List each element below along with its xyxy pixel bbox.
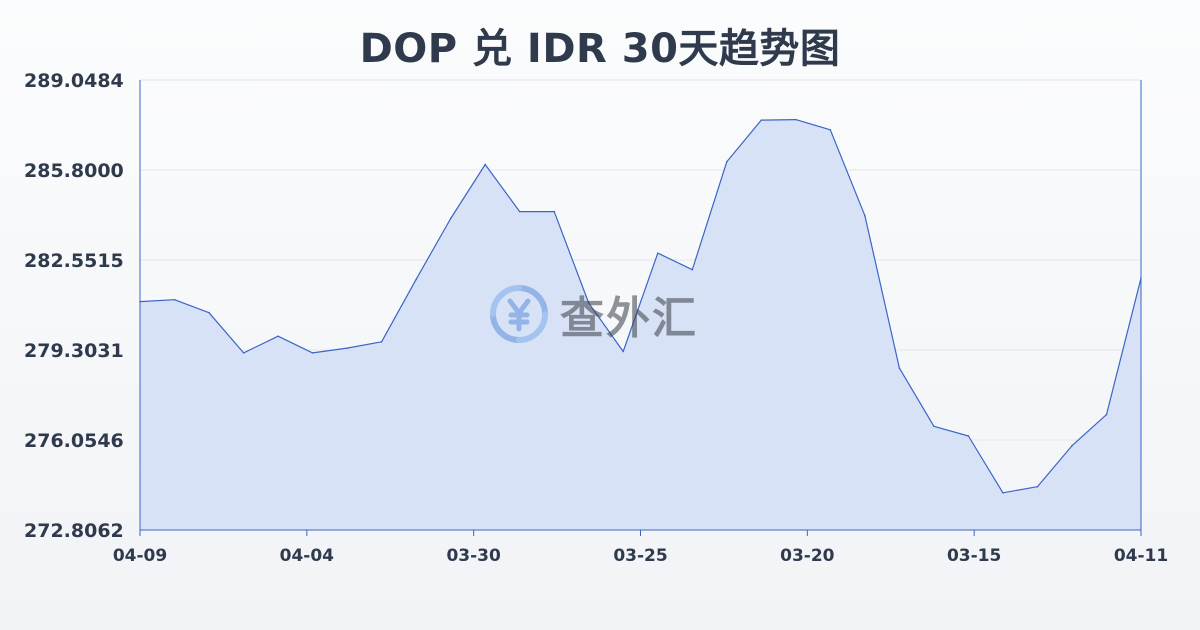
data-point: [277, 335, 279, 338]
data-point: [346, 347, 348, 349]
x-tick-label: 04-04: [280, 546, 335, 566]
x-tick-label: 03-20: [780, 546, 835, 566]
y-tick-label: 272.8062: [24, 520, 124, 542]
y-tick-label: 276.0546: [24, 430, 124, 452]
data-point: [829, 129, 832, 131]
area-fill: [140, 119, 1141, 530]
data-point: [1105, 413, 1108, 416]
data-point: [1071, 444, 1073, 447]
data-point: [518, 210, 521, 213]
data-point: [242, 352, 245, 354]
data-point: [1002, 491, 1004, 494]
data-point: [173, 298, 176, 301]
x-tick-label: 04-09: [113, 546, 167, 566]
data-point: [933, 425, 935, 428]
data-point: [415, 278, 417, 281]
data-point: [725, 160, 728, 163]
y-tick-label: 285.8000: [24, 160, 124, 182]
x-tick-label: 03-15: [947, 546, 1001, 566]
data-point: [553, 210, 556, 213]
yen-exchange-icon: [490, 285, 548, 343]
y-tick-label: 289.0484: [24, 70, 124, 92]
data-point: [311, 352, 314, 354]
series-line: [139, 119, 1142, 494]
axes: [139, 80, 1142, 536]
watermark-text: 查外汇: [560, 293, 698, 344]
data-point: [449, 217, 452, 220]
watermark: 查外汇: [488, 282, 698, 346]
area-series: [139, 118, 1142, 530]
y-tick-labels: 289.0484 285.8000 282.5515 279.3031 276.0546…: [24, 70, 124, 542]
data-point: [208, 311, 210, 314]
data-point: [760, 119, 763, 121]
data-point: [967, 435, 970, 437]
data-point: [898, 367, 901, 369]
x-tick-labels: 04-09 04-04 03-30 03-25 03-20 03-15 04-11: [113, 546, 1168, 566]
y-tick-label: 279.3031: [24, 340, 124, 362]
y-tick-label: 282.5515: [24, 250, 124, 272]
data-point: [587, 302, 590, 304]
x-tick-label: 03-25: [613, 546, 667, 566]
chart-title: DOP 兑 IDR 30天趋势图: [359, 26, 841, 72]
x-tick-label: 04-11: [1114, 546, 1168, 566]
x-tick-label: 03-30: [446, 546, 501, 566]
data-point: [622, 350, 625, 353]
data-point: [656, 252, 659, 254]
data-point: [795, 118, 797, 121]
data-point: [1036, 485, 1039, 488]
data-point: [691, 268, 694, 271]
data-point: [380, 340, 383, 343]
data-point: [864, 214, 866, 217]
data-point: [484, 163, 486, 166]
